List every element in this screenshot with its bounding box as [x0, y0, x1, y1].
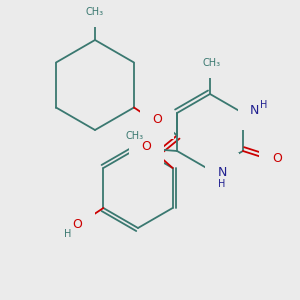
Text: H: H — [260, 100, 268, 110]
Text: H: H — [218, 179, 226, 189]
Text: CH₃: CH₃ — [203, 58, 221, 68]
Text: CH₃: CH₃ — [126, 131, 144, 141]
Text: N: N — [217, 166, 227, 178]
Text: H: H — [64, 229, 71, 239]
Text: O: O — [142, 149, 152, 162]
Text: O: O — [152, 113, 162, 126]
Text: CH₃: CH₃ — [86, 7, 104, 17]
Text: O: O — [72, 218, 82, 232]
Text: O: O — [272, 152, 282, 166]
Text: N: N — [250, 104, 260, 118]
Text: O: O — [142, 140, 152, 152]
